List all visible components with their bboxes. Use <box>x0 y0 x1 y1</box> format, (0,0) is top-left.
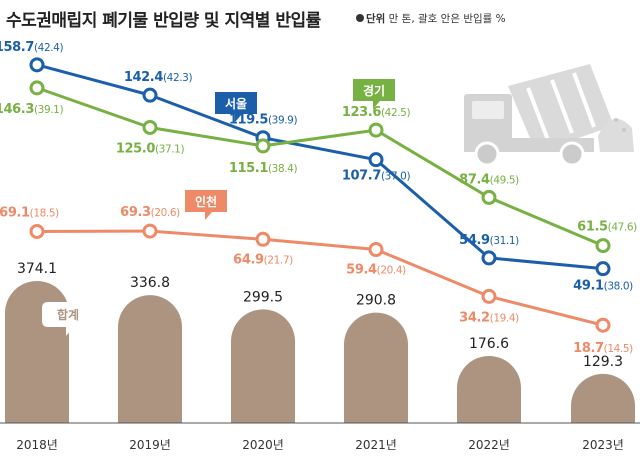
total-tag-bubble <box>42 302 94 336</box>
seoul-point <box>29 57 45 73</box>
seoul-point <box>142 87 158 103</box>
gyeonggi-value-label: 87.4(49.5) <box>459 172 519 187</box>
x-tick-label: 2018년 <box>16 438 58 452</box>
total-bar <box>118 295 182 423</box>
seoul-line <box>36 63 604 271</box>
unit-text: 만 톤, 괄호 안은 반입률 % <box>388 13 506 25</box>
gyeonggi-value-label: 61.5(47.6) <box>577 220 637 235</box>
incheon-tag-label: 인천 <box>195 194 217 209</box>
seoul-value-label: 142.4(42.3) <box>124 70 193 85</box>
incheon-value-label: 59.4(20.4) <box>346 263 406 278</box>
incheon-line <box>36 229 604 327</box>
gyeonggi-line <box>36 86 604 247</box>
seoul-value-label: 158.7(42.4) <box>0 40 63 55</box>
incheon-point <box>595 317 611 333</box>
chart-title: 수도권매립지 폐기물 반입량 및 지역별 반입률 <box>6 11 321 31</box>
total-value-label: 176.6 <box>469 336 509 352</box>
incheon-legend-tag: 인천 <box>185 190 227 220</box>
incheon-value-label: 18.7(14.5) <box>573 341 633 356</box>
seoul-tag-bubble <box>215 92 257 122</box>
gyeonggi-value-label: 125.0(37.1) <box>116 142 185 157</box>
total-value-label: 374.1 <box>17 261 57 277</box>
seoul-value-label: 49.1(38.0) <box>573 279 633 294</box>
incheon-point <box>368 242 384 258</box>
unit-label: 단위 <box>366 13 386 25</box>
seoul-point <box>595 261 611 277</box>
seoul-value-label: 54.9(31.1) <box>459 233 519 248</box>
gyeonggi-point <box>29 80 45 96</box>
x-tick-label: 2021년 <box>355 438 397 452</box>
total-value-label: 129.3 <box>583 354 623 370</box>
total-bar <box>231 309 295 423</box>
gyeonggi-tag-label: 경기 <box>363 83 385 98</box>
unit-note: 단위 만 톤, 괄호 안은 반입률 % <box>356 11 506 26</box>
gyeonggi-point <box>368 122 384 138</box>
gyeonggi-point <box>481 189 497 205</box>
gyeonggi-point <box>255 138 271 154</box>
incheon-value-label: 64.9(21.7) <box>233 252 293 267</box>
seoul-value-label: 107.7(37.0) <box>342 169 411 184</box>
seoul-point <box>368 152 384 168</box>
total-value-label: 336.8 <box>130 275 170 291</box>
total-tag-label: 합계 <box>57 307 79 322</box>
total-bar <box>457 355 521 423</box>
x-tick-label: 2022년 <box>468 438 510 452</box>
gyeonggi-value-label: 123.6(42.5) <box>342 105 411 120</box>
gyeonggi-point <box>142 120 158 135</box>
incheon-point <box>481 288 497 304</box>
seoul-tag-label: 서울 <box>225 96 247 111</box>
bullet-dot-icon <box>356 14 364 22</box>
incheon-point <box>142 223 158 239</box>
total-bar <box>571 373 635 423</box>
incheon-tag-bubble <box>185 190 227 220</box>
total-value-label: 299.5 <box>243 289 283 305</box>
x-tick-label: 2023년 <box>582 438 624 452</box>
x-tick-label: 2019년 <box>129 438 171 452</box>
dump-truck-icon <box>464 64 634 167</box>
incheon-value-label: 34.2(19.4) <box>459 310 519 325</box>
seoul-point <box>481 250 497 266</box>
gyeonggi-legend-tag: 경기 <box>353 79 395 109</box>
gyeonggi-point <box>595 238 611 254</box>
incheon-point <box>255 231 271 247</box>
gyeonggi-value-label: 146.3(39.1) <box>0 102 63 117</box>
x-tick-label: 2020년 <box>242 438 284 452</box>
seoul-legend-tag: 서울 <box>215 92 257 122</box>
total-legend-tag: 합계 <box>42 302 94 336</box>
gyeonggi-value-label: 115.1(38.4) <box>229 161 298 176</box>
incheon-value-label: 69.3(20.6) <box>120 205 180 220</box>
total-value-label: 290.8 <box>356 293 396 309</box>
total-bar <box>344 312 408 423</box>
gyeonggi-tag-bubble <box>353 79 395 109</box>
incheon-point <box>29 223 45 239</box>
incheon-value-label: 69.1(18.5) <box>0 205 59 220</box>
